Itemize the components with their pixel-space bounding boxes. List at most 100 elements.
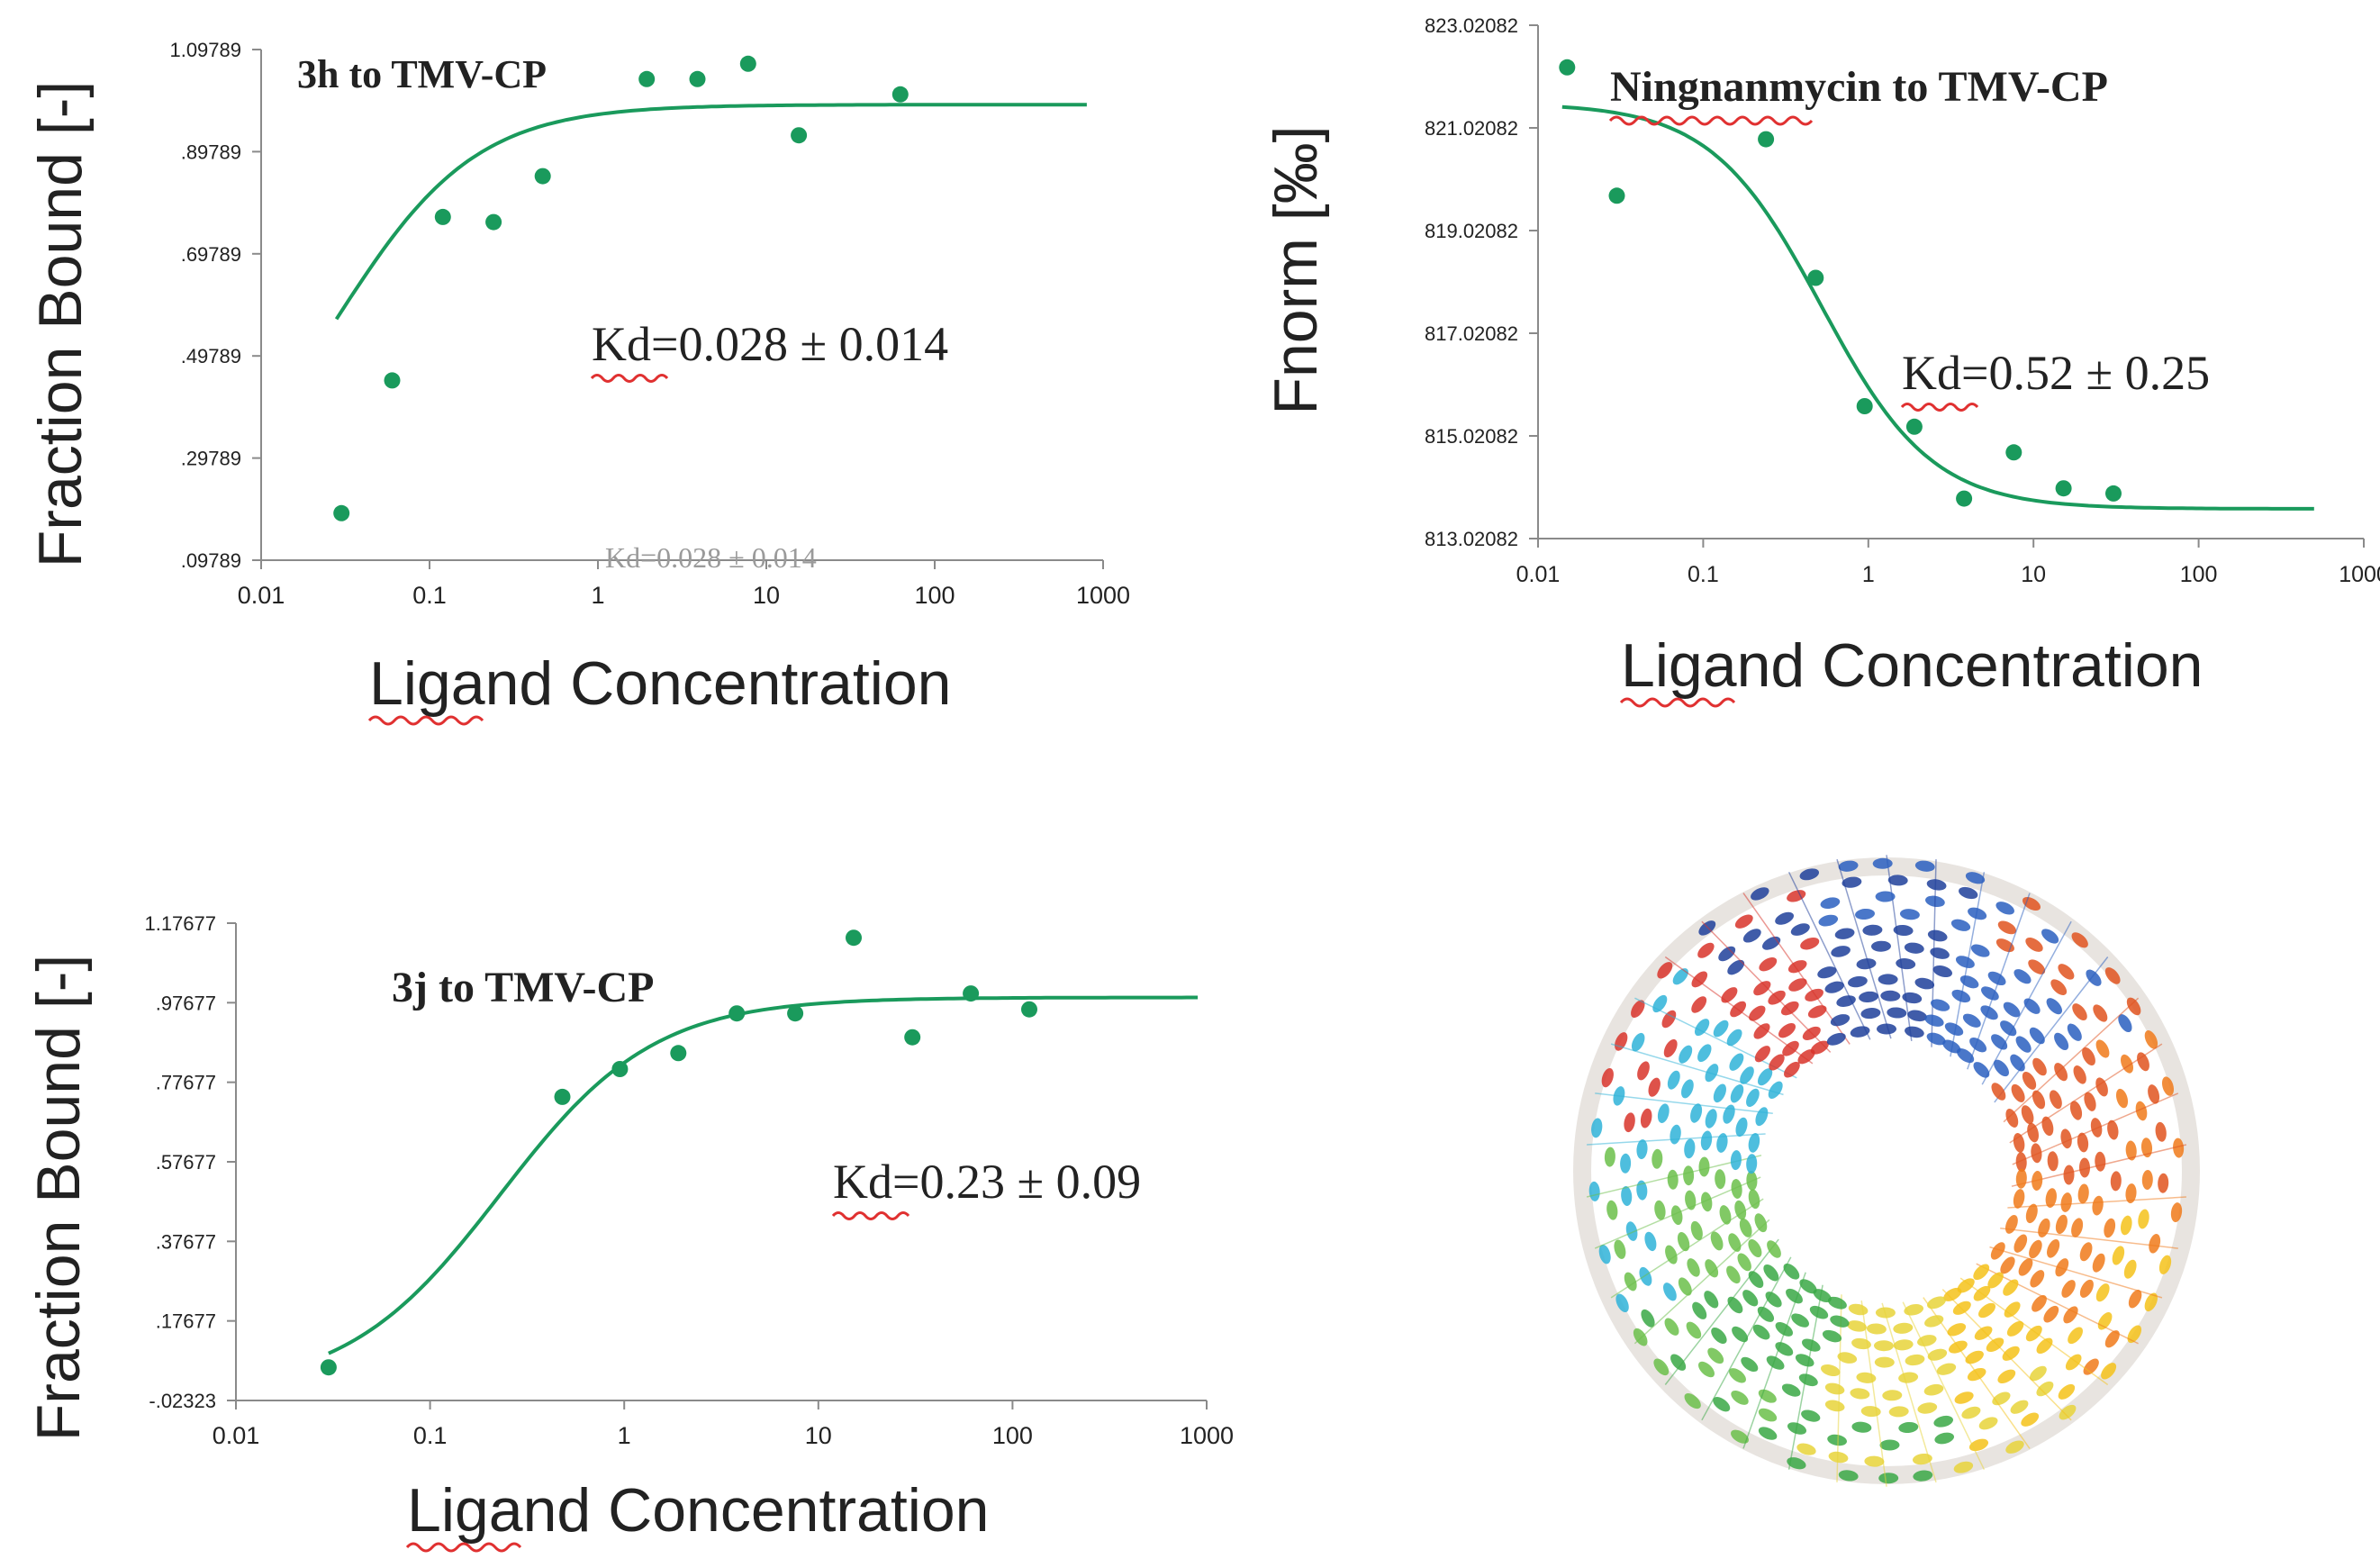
helix-blob [1624, 1272, 1637, 1292]
helix-blob [1683, 1165, 1695, 1186]
chart3-kd-squiggle [831, 1211, 910, 1220]
helix-blob [1748, 1271, 1764, 1288]
data-point [320, 1359, 337, 1376]
x-tick-label: 10 [805, 1422, 832, 1449]
helix-blob [1631, 1032, 1645, 1052]
helix-blob [1824, 981, 1844, 993]
helix-blob [2092, 1195, 2104, 1216]
helix-blob [2148, 1084, 2160, 1104]
helix-blob [1965, 1350, 1984, 1364]
x-tick-label: 1 [618, 1422, 631, 1449]
helix-blob [2047, 1238, 2060, 1258]
helix-blob [1775, 1321, 1794, 1337]
helix-blob [1713, 1020, 1729, 1038]
x-tick-label: 1000 [1180, 1422, 1234, 1449]
helix-blob [2015, 1036, 2032, 1053]
x-tick-label: 10 [753, 582, 780, 609]
helix-blob [1959, 886, 1978, 900]
helix-blob [1681, 1079, 1694, 1099]
coil-line [1881, 1302, 1937, 1483]
helix-blob [2086, 969, 2102, 986]
helix-blob [1893, 924, 1914, 937]
coil-line [1701, 1256, 1792, 1421]
coil-line [1981, 920, 2072, 1085]
helix-blob [1754, 1213, 1768, 1233]
chart3-points [320, 929, 1037, 1376]
helix-blob [1748, 1133, 1760, 1153]
helix-blob [1904, 942, 1924, 954]
helix-blob [1746, 1088, 1760, 1108]
helix-blob [1943, 1287, 1962, 1301]
helix-blob [1690, 1220, 1703, 1241]
helix-blob [2002, 1346, 2020, 1361]
helix-blob [1734, 1200, 1747, 1220]
helix-blob [1624, 1112, 1635, 1133]
coil-line [1902, 1301, 1986, 1471]
helix-blob [1830, 1014, 1851, 1027]
helix-blob [2095, 1151, 2106, 1172]
coil-line [1836, 858, 1892, 1039]
chart3-xlabel-squiggle [405, 1542, 522, 1553]
fit-curve [1561, 104, 2314, 511]
data-point [333, 504, 350, 521]
helix-blob [1640, 1108, 1652, 1128]
helix-blob [1664, 1318, 1679, 1336]
helix-blob [1992, 1391, 2011, 1406]
helix-blob [1818, 914, 1839, 927]
helix-blob [2013, 1189, 2025, 1209]
helix-blob [1641, 1309, 1655, 1328]
helix-blob [2069, 1101, 2083, 1120]
helix-blob [1842, 876, 1862, 888]
helix-blob [1663, 1282, 1677, 1301]
helix-blob [1864, 1455, 1885, 1467]
helix-blob [1797, 1049, 1815, 1065]
helix-blob [1824, 1400, 1845, 1412]
helix-blob [2104, 967, 2121, 984]
helix-blob [1850, 1026, 1870, 1038]
helix-blob [1902, 992, 1923, 1004]
helix-blob [1758, 1427, 1778, 1440]
helix-blob [2084, 1092, 2096, 1111]
y-tick-label: .17677 [156, 1310, 216, 1333]
data-point [434, 208, 451, 225]
helix-blob [1904, 1304, 1924, 1316]
helix-blob [1914, 860, 1935, 872]
helix-blob [1882, 1390, 1903, 1401]
helix-blob [2045, 1188, 2057, 1209]
helix-blob [2029, 1365, 2047, 1382]
helix-blob [1898, 1372, 1919, 1383]
helix-blob [1878, 1473, 1899, 1484]
helix-blob [1807, 1005, 1827, 1019]
helix-blob [1657, 1103, 1670, 1123]
helix-blob [1847, 1320, 1867, 1332]
helix-blob [2095, 1077, 2108, 1097]
coil-line [2007, 1196, 2186, 1209]
y-tick-label: .09789 [181, 549, 241, 572]
helix-blob [1926, 1032, 1946, 1046]
data-point [791, 127, 808, 144]
helix-blob [2173, 1137, 2185, 1158]
helix-blob [1715, 1169, 1726, 1190]
x-tick-label: 0.01 [238, 582, 285, 609]
helix-blob [1965, 872, 1986, 884]
tmv-cp-disk-structure-image [1573, 855, 2200, 1487]
helix-blob [1652, 1148, 1663, 1169]
helix-blob [1981, 986, 1999, 1001]
helix-blob [1862, 924, 1883, 936]
helix-blob [1924, 1315, 1944, 1328]
helix-blob [1639, 1266, 1652, 1286]
y-tick-label: 815.02082 [1425, 425, 1518, 448]
helix-blob [1836, 995, 1856, 1008]
helix-blob [1737, 1253, 1751, 1272]
helix-blob [1952, 1301, 1971, 1315]
helix-blob [1707, 1347, 1724, 1364]
helix-blob [1837, 1352, 1858, 1364]
helix-blob [2005, 1440, 2024, 1454]
helix-blob [2107, 1119, 2119, 1140]
helix-blob [2092, 1253, 2105, 1273]
data-point [2055, 480, 2072, 497]
helix-blob [1961, 1406, 1981, 1419]
helix-blob [1742, 1290, 1759, 1307]
helix-blob [1973, 1062, 1990, 1078]
